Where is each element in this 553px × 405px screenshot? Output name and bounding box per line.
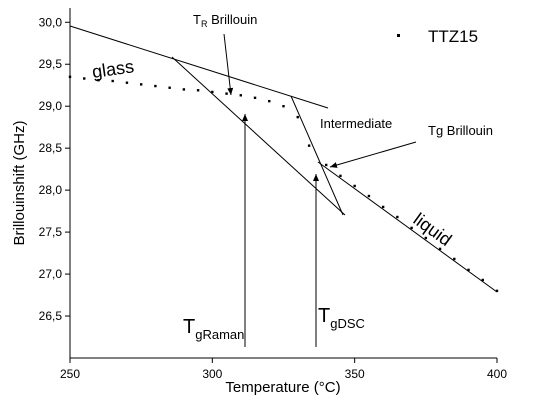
annotation: liquid [410, 209, 456, 250]
point [125, 81, 129, 84]
point [410, 226, 413, 230]
point [381, 205, 385, 209]
liquid-fit [317, 161, 498, 293]
x-tick-label: 300 [202, 367, 222, 381]
legend-marker [397, 34, 400, 37]
point [296, 115, 299, 119]
transition-fit [171, 56, 346, 216]
y-tick-label: 29,0 [39, 99, 63, 113]
arrow [329, 141, 417, 168]
point [139, 83, 143, 86]
point [97, 78, 100, 82]
arrow [223, 33, 234, 96]
annotation-part: gRaman [195, 327, 244, 342]
point [353, 184, 356, 188]
y-tick-label: 26,5 [39, 309, 63, 323]
annotation-part: T [318, 305, 330, 327]
y-tick-label: 30,0 [39, 15, 63, 29]
point [225, 92, 228, 95]
point [307, 144, 311, 147]
arrows [223, 33, 417, 347]
x-tick-label: 350 [345, 367, 365, 381]
y-tick-label: 28,0 [39, 183, 63, 197]
point [282, 105, 285, 108]
point [154, 84, 157, 88]
y-tick-label: 29,5 [39, 57, 63, 71]
annotation-part: T [183, 316, 195, 338]
point [467, 268, 470, 272]
x-tick-label: 400 [487, 367, 507, 381]
annotation: TR Brillouin [193, 12, 257, 29]
annotation-part: R [201, 19, 208, 29]
y-tick-label: 28,5 [39, 141, 63, 155]
y-tick-label: 27,0 [39, 267, 63, 281]
point [481, 278, 484, 282]
intermediate-fit [290, 95, 344, 216]
point [438, 247, 442, 251]
point [111, 79, 114, 83]
point [339, 174, 342, 178]
point [211, 90, 214, 94]
point [424, 236, 428, 240]
x-tick-label: 250 [60, 367, 80, 381]
annotation-part: gDSC [330, 316, 365, 331]
point [239, 94, 242, 97]
point [396, 215, 399, 219]
point [325, 163, 328, 167]
annotation: glass [91, 56, 135, 82]
point [68, 75, 72, 79]
fit-lines [69, 25, 498, 293]
annotation: TgRaman [183, 316, 244, 342]
point [168, 86, 171, 89]
x-axis-label: Temperature (°C) [225, 379, 340, 396]
y-tick-label: 27,5 [39, 225, 63, 239]
annotation-part: Brillouin [207, 12, 257, 27]
point [268, 99, 271, 103]
annotation: Intermediate [320, 116, 392, 131]
annotation: TgDSC [318, 305, 365, 331]
annotation: Tg Brillouin [428, 123, 493, 138]
point [83, 77, 86, 80]
legend-label: TTZ15 [428, 27, 478, 46]
point [495, 289, 499, 293]
point [453, 257, 456, 261]
point [196, 89, 200, 92]
point [367, 194, 371, 198]
y-axis-label: Brillouinshift (GHz) [11, 120, 28, 245]
glass-fit [69, 25, 329, 109]
annotation-part: T [193, 12, 201, 27]
point [253, 96, 257, 100]
point [182, 88, 186, 91]
